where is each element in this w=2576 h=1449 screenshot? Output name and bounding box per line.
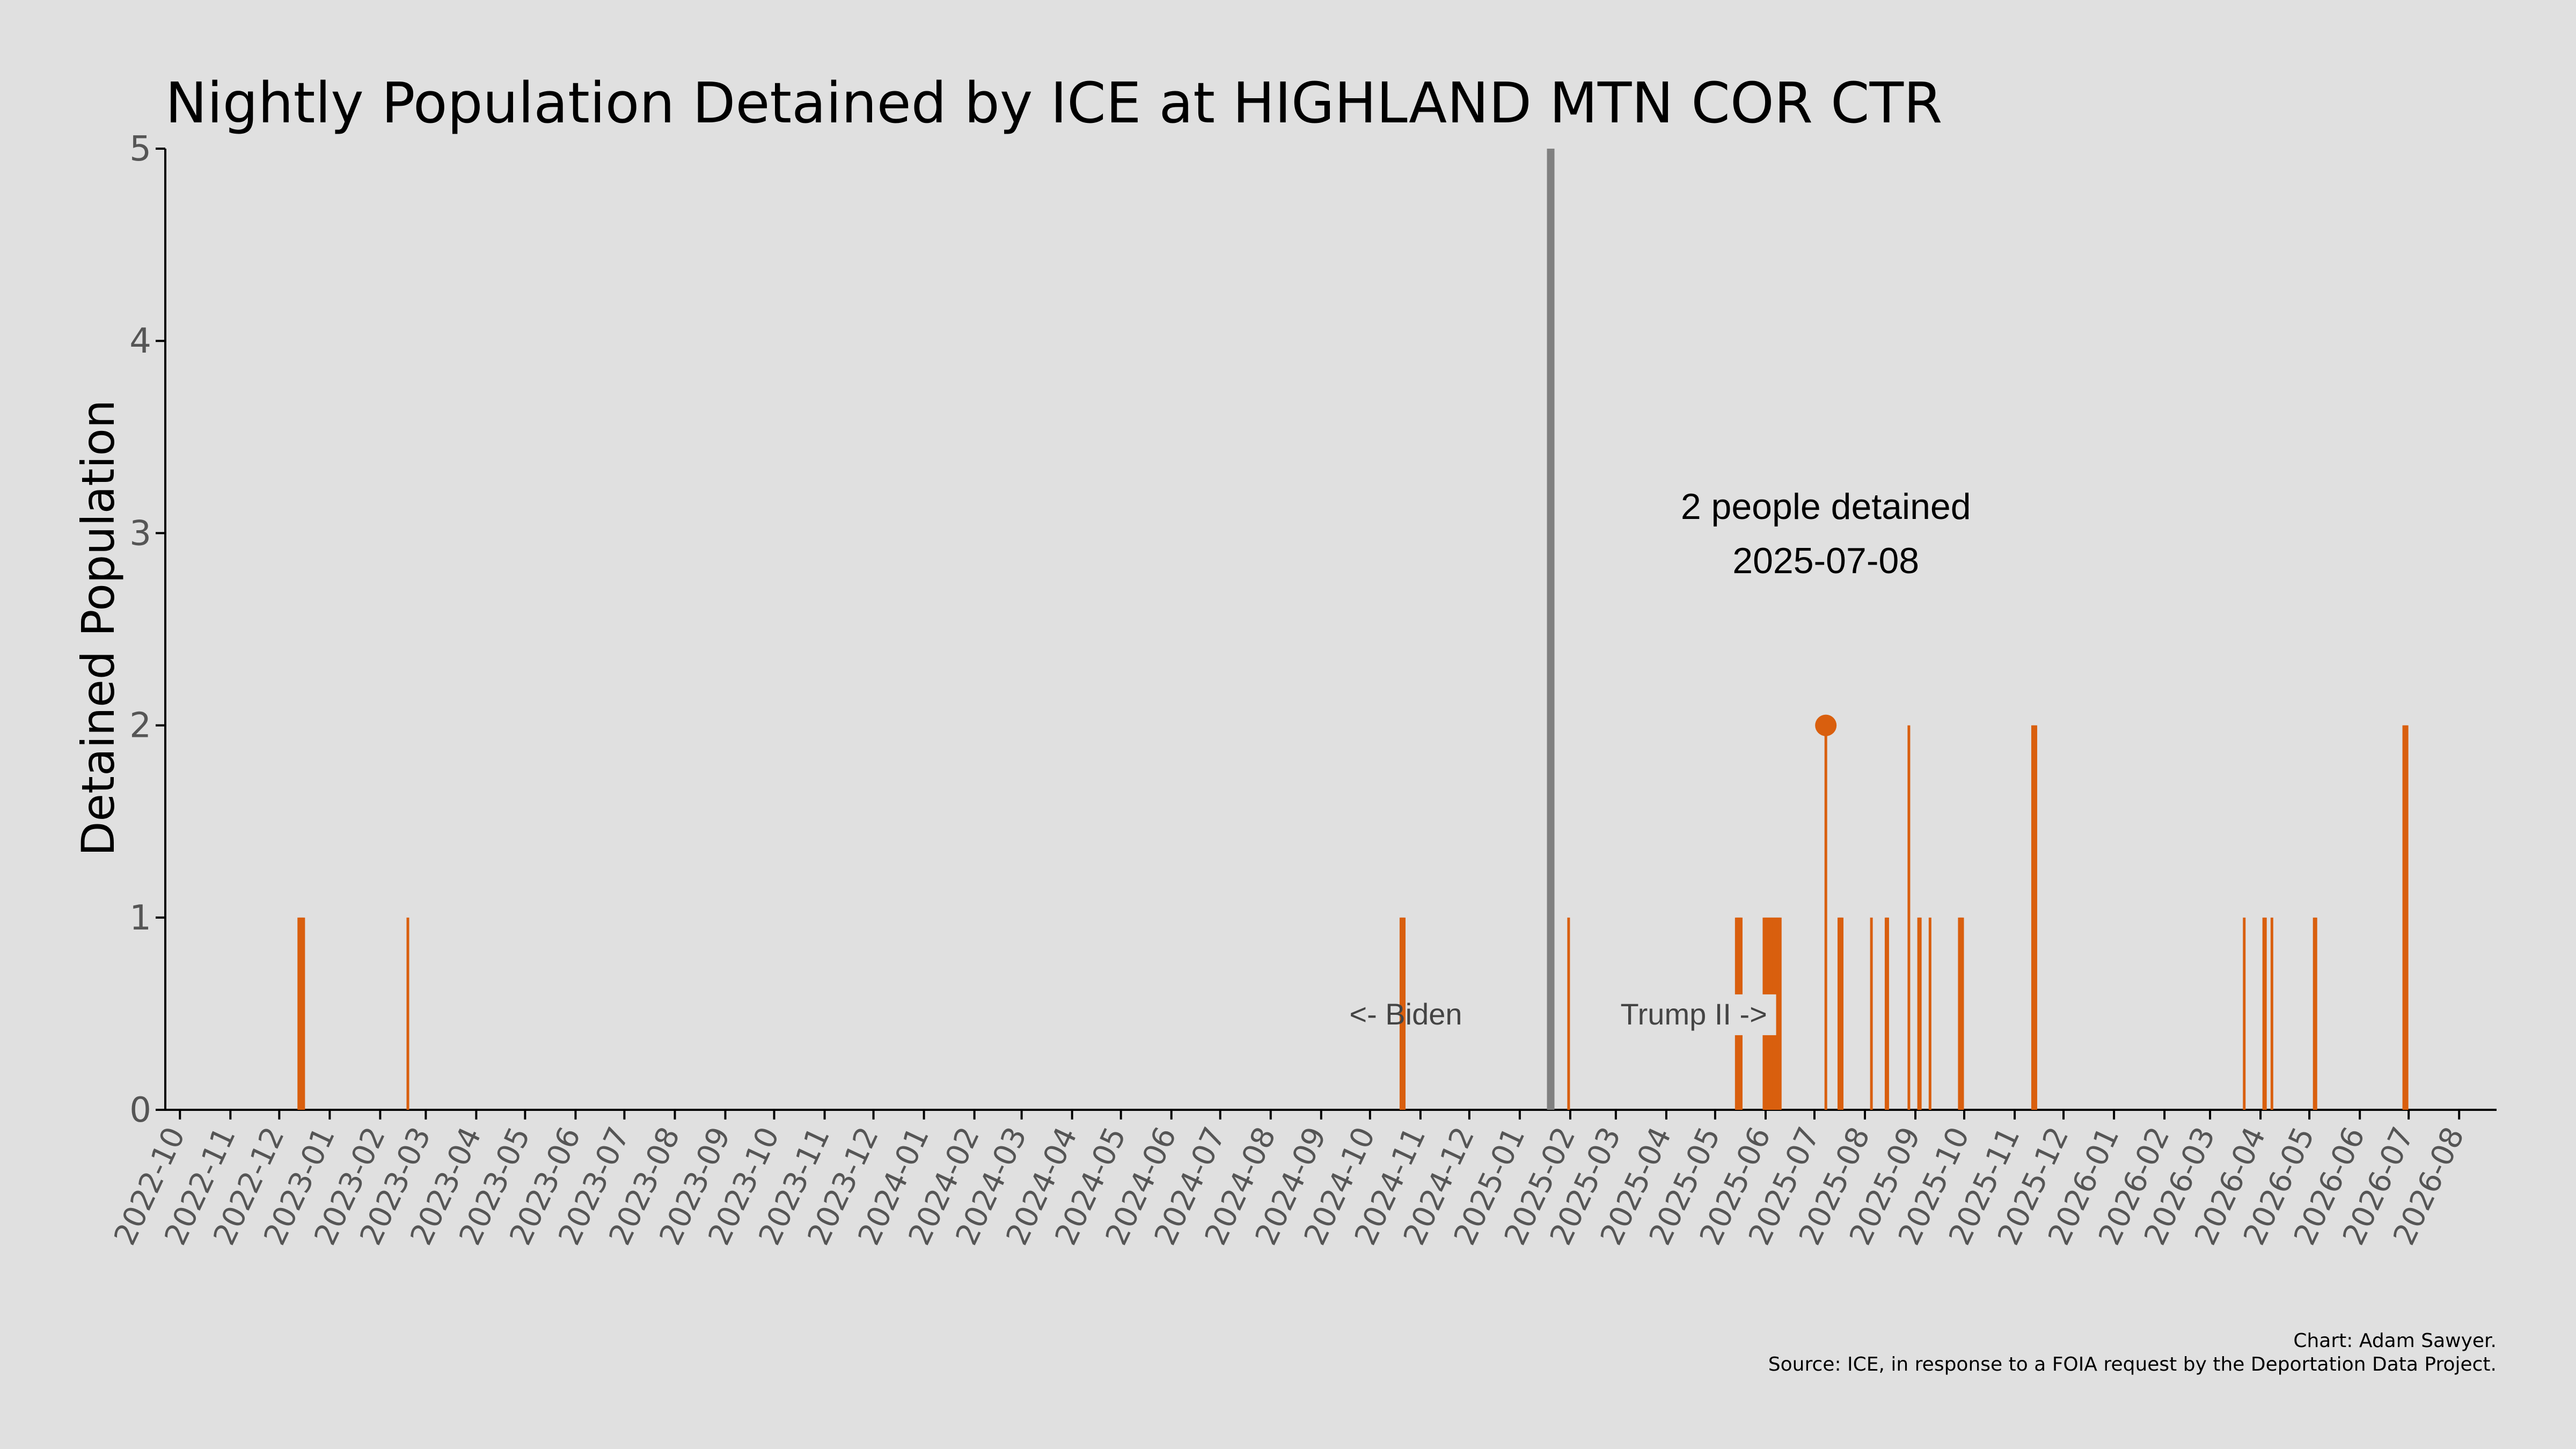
- y-tick-label: 0: [129, 1091, 151, 1130]
- credit-author: Chart: Adam Sawyer.: [2293, 1330, 2497, 1352]
- bar: [1839, 917, 1842, 1110]
- y-tick-label: 4: [129, 321, 151, 361]
- trump-era-label: Trump II ->: [1621, 997, 1767, 1031]
- bar: [299, 917, 302, 1110]
- bar: [1907, 725, 1911, 1110]
- bar: [2314, 917, 2317, 1110]
- bar: [2312, 917, 2316, 1110]
- bar: [1961, 917, 1964, 1110]
- bar: [1399, 917, 1402, 1110]
- bar: [1884, 917, 1887, 1110]
- bar: [2262, 917, 2265, 1110]
- bar: [1958, 917, 1961, 1110]
- bar: [2032, 725, 2036, 1110]
- bar: [1917, 917, 1920, 1110]
- plot-area: [164, 149, 2497, 1111]
- bar: [2402, 725, 2405, 1110]
- bar: [1777, 917, 1780, 1110]
- credit-source: Source: ICE, in response to a FOIA reque…: [1768, 1353, 2497, 1375]
- bar: [1779, 917, 1782, 1110]
- bar: [406, 917, 409, 1110]
- bar: [297, 917, 301, 1110]
- y-tick-label: 1: [129, 898, 151, 938]
- y-tick-label: 2: [129, 706, 151, 746]
- bar: [1870, 917, 1873, 1110]
- biden-era-label: <- Biden: [1349, 997, 1462, 1031]
- bar: [1775, 917, 1779, 1110]
- bar: [2243, 917, 2246, 1110]
- bar: [1841, 917, 1844, 1110]
- bars: [297, 725, 2409, 1110]
- trump-label-background: [1615, 994, 1776, 1035]
- bar: [301, 917, 304, 1110]
- bar: [1837, 917, 1840, 1110]
- bar: [1919, 917, 1922, 1110]
- bar: [2035, 725, 2038, 1110]
- bar: [2405, 725, 2409, 1110]
- bar: [2031, 725, 2034, 1110]
- bar: [1959, 917, 1963, 1110]
- axis-ticks: 0123452022-102022-112022-122023-012023-0…: [107, 129, 2471, 1250]
- y-axis-label: Detained Population: [72, 400, 125, 856]
- highlight-annotation-count: 2 people detained: [1681, 486, 1971, 527]
- highlight-point: [1815, 714, 1837, 736]
- bar: [1928, 917, 1931, 1110]
- bar: [302, 917, 305, 1110]
- bar: [2270, 917, 2273, 1110]
- y-tick-label: 3: [129, 514, 151, 553]
- chart-title: Nightly Population Detained by ICE at HI…: [165, 70, 1942, 136]
- bar: [1824, 725, 1827, 1110]
- bar: [1567, 917, 1570, 1110]
- highlight-annotation-date: 2025-07-08: [1732, 540, 1919, 581]
- bar: [2264, 917, 2267, 1110]
- bar: [1886, 917, 1889, 1110]
- bar: [1401, 917, 1404, 1110]
- y-tick-label: 5: [129, 129, 151, 169]
- bar: [1403, 917, 1406, 1110]
- bar: [2404, 725, 2407, 1110]
